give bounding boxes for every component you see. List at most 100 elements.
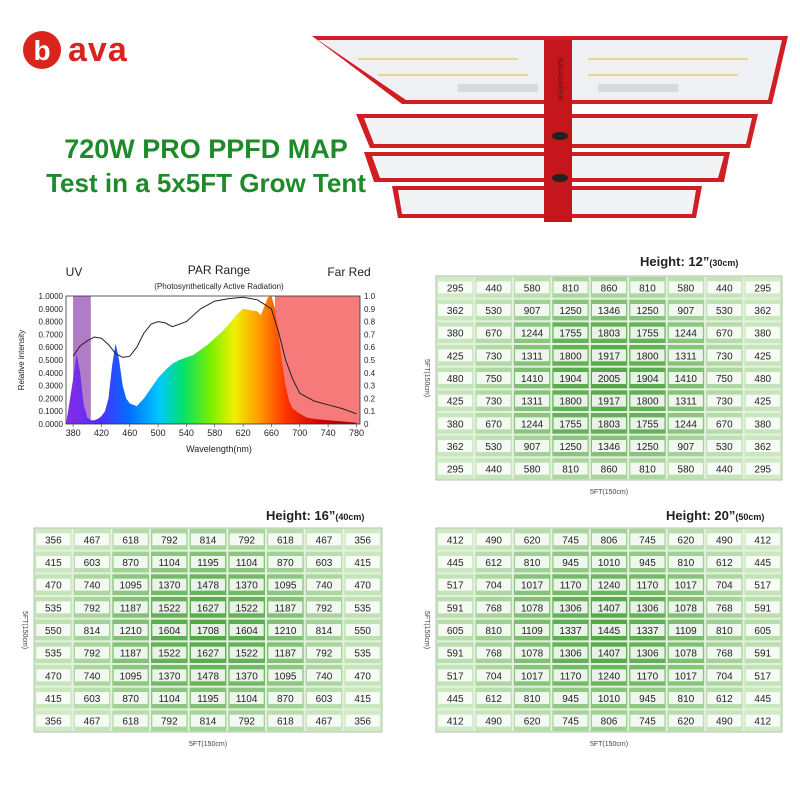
map-cell-value: 1370 bbox=[236, 671, 259, 682]
map-cell-value: 810 bbox=[678, 558, 695, 569]
map-cell-value: 1010 bbox=[598, 558, 621, 569]
par-band-sublabel: (Photosynthetically Active Radiation) bbox=[154, 282, 284, 291]
map-cell-value: 907 bbox=[678, 442, 695, 453]
map-cell-value: 1104 bbox=[236, 558, 258, 569]
map-cell-label-bg bbox=[345, 556, 380, 568]
map-cell-label-bg bbox=[113, 714, 148, 727]
headline: 720W PRO PPFD MAP Test in a 5x5FT Grow T… bbox=[14, 132, 398, 200]
ppfd-map-12in: 295 440 580 810 860 810 580 440 295 362 530 907 1250… bbox=[423, 275, 783, 496]
map-cell-value: 1337 bbox=[636, 626, 659, 637]
map-cell-label-bg bbox=[268, 669, 303, 682]
map-cell-label-bg bbox=[36, 646, 71, 659]
map-cell-value: 1311 bbox=[675, 397, 697, 408]
map-cell-label-bg bbox=[668, 646, 703, 659]
map-cell-value: 945 bbox=[562, 558, 579, 569]
map-cell-value: 440 bbox=[485, 465, 502, 476]
map-cell-value: 362 bbox=[754, 306, 771, 317]
map-cell-value: 1210 bbox=[120, 626, 143, 637]
map-cell-label-bg bbox=[191, 646, 225, 659]
map-cell-value: 467 bbox=[84, 717, 101, 728]
map-cell-label-bg bbox=[36, 714, 71, 727]
y-tick-label-right: 0.3 bbox=[364, 382, 376, 391]
map-cell-value: 907 bbox=[678, 306, 695, 317]
map-cell-value: 517 bbox=[754, 581, 771, 592]
map-cell-label-bg bbox=[229, 692, 264, 704]
map-cell-label-bg bbox=[36, 578, 71, 591]
map-x-axis-label: 5FT(150cm) bbox=[590, 741, 628, 748]
map-cell-label-bg bbox=[553, 394, 588, 407]
headline-line-2: Test in a 5x5FT Grow Tent bbox=[46, 168, 366, 198]
map-cell-value: 535 bbox=[354, 603, 371, 614]
map-cell-value: 1306 bbox=[559, 649, 582, 660]
map-cell-value: 620 bbox=[524, 535, 541, 546]
y-tick-label-right: 0.2 bbox=[364, 394, 376, 403]
map-cell-label-bg bbox=[229, 714, 264, 727]
map-cell-label-bg bbox=[476, 349, 511, 362]
map-cell-value: 415 bbox=[354, 558, 371, 569]
map-cell-value: 1095 bbox=[120, 671, 143, 682]
map-cell-label-bg bbox=[707, 646, 742, 659]
map-cell-label-bg bbox=[229, 646, 264, 659]
map-cell-value: 740 bbox=[84, 671, 101, 682]
y-tick-label-left: 0.9000 bbox=[39, 305, 64, 314]
map-cell-label-bg bbox=[476, 372, 511, 384]
map-title-12in: Height: 12”(30cm) bbox=[640, 254, 738, 269]
map-cell-label-bg bbox=[707, 556, 742, 568]
map-cell-label-bg bbox=[75, 692, 109, 704]
map-cell-label-bg bbox=[113, 578, 148, 591]
map-cell-value: 580 bbox=[524, 465, 541, 476]
map-cell-label-bg bbox=[553, 281, 588, 294]
map-cell-label-bg bbox=[268, 714, 303, 727]
map-cell-value: 1627 bbox=[197, 649, 220, 660]
map-cell-value: 490 bbox=[716, 535, 733, 546]
map-cell-label-bg bbox=[745, 394, 780, 407]
map-cell-label-bg bbox=[75, 714, 109, 727]
map-cell-label-bg bbox=[191, 692, 225, 704]
map-cell-value: 605 bbox=[754, 626, 771, 637]
map-cell-label-bg bbox=[438, 714, 473, 727]
map-cell-value: 810 bbox=[562, 465, 579, 476]
map-cell-value: 1755 bbox=[559, 329, 582, 340]
map-cell-value: 1250 bbox=[559, 306, 582, 317]
map-cell-label-bg bbox=[592, 304, 626, 316]
map-cell-label-bg bbox=[75, 646, 109, 659]
map-cell-label-bg bbox=[553, 601, 588, 614]
map-cell-label-bg bbox=[75, 601, 109, 614]
map-cell-label-bg bbox=[668, 349, 703, 362]
map-cell-label-bg bbox=[113, 556, 148, 568]
map-title-16in-height: Height: 16” bbox=[266, 508, 336, 523]
y-tick-label-right: 0.4 bbox=[364, 369, 376, 378]
spectrum-y-ticks-right: 0 0.1 0.2 0.3 0.4 0.5 0.6 0.7 0.8 0.9 1.0 bbox=[364, 292, 376, 429]
map-cell-value: 470 bbox=[45, 671, 62, 682]
map-cell-value: 535 bbox=[354, 649, 371, 660]
map-cell-value: 603 bbox=[316, 558, 333, 569]
map-cell-value: 295 bbox=[754, 283, 771, 294]
map-cell-value: 425 bbox=[447, 397, 464, 408]
map-cell-label-bg bbox=[745, 304, 780, 316]
map-cell-label-bg bbox=[476, 556, 511, 568]
y-tick-label-left: 0.1000 bbox=[39, 407, 64, 416]
x-tick-label: 700 bbox=[292, 428, 307, 438]
map-cell-value: 550 bbox=[354, 626, 371, 637]
map-cell-value: 1170 bbox=[560, 671, 582, 682]
map-cell-value: 860 bbox=[601, 283, 618, 294]
map-cell-value: 425 bbox=[754, 397, 771, 408]
map-cell-label-bg bbox=[745, 372, 780, 384]
map-cell-value: 440 bbox=[716, 465, 733, 476]
x-tick-label: 780 bbox=[349, 428, 364, 438]
logo-letter: b bbox=[33, 35, 50, 66]
map-cell-value: 2005 bbox=[598, 374, 621, 385]
map-cell-value: 1803 bbox=[598, 329, 621, 340]
map-cell-label-bg bbox=[515, 440, 550, 452]
map-cell-value: 362 bbox=[447, 442, 464, 453]
map-cell-value: 445 bbox=[754, 558, 771, 569]
map-cell-label-bg bbox=[707, 578, 742, 591]
y-tick-label-right: 0 bbox=[364, 420, 369, 429]
x-tick-label: 660 bbox=[264, 428, 279, 438]
map-cell-value: 620 bbox=[678, 535, 695, 546]
map-cell-value: 806 bbox=[601, 535, 618, 546]
map-cell-label-bg bbox=[745, 624, 780, 636]
map-cell-label-bg bbox=[553, 692, 588, 704]
map-cell-label-bg bbox=[668, 578, 703, 591]
map-cell-label-bg bbox=[592, 417, 626, 430]
